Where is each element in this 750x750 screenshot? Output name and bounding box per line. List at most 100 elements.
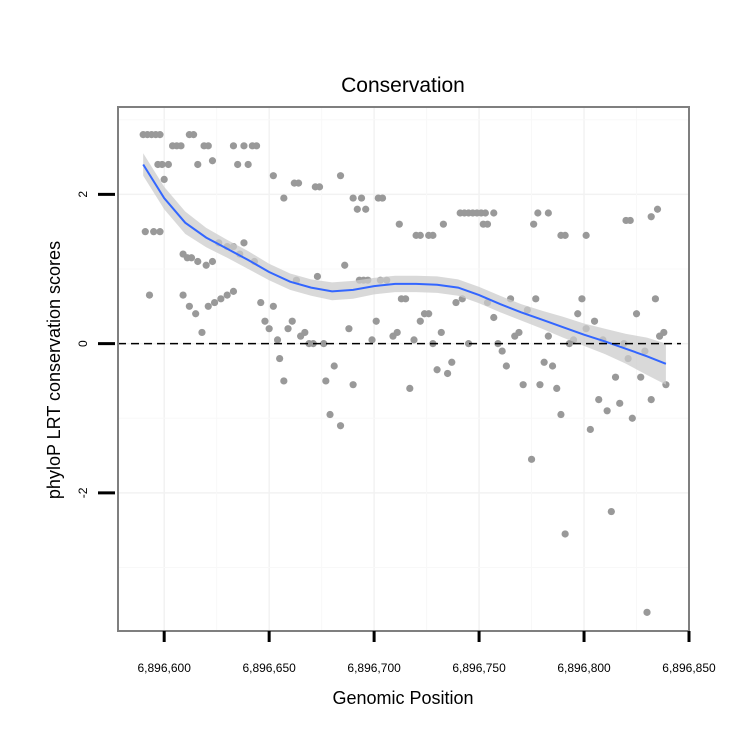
data-point (185, 302, 193, 310)
data-point (372, 317, 380, 325)
data-point (632, 310, 641, 318)
data-point (582, 231, 590, 239)
y-tick-label: 2 (76, 191, 90, 198)
data-point (261, 317, 269, 325)
data-point (223, 291, 231, 299)
data-point (425, 310, 433, 318)
data-point (240, 142, 248, 150)
data-point (204, 142, 212, 150)
data-point (628, 414, 636, 422)
data-point (280, 377, 288, 385)
data-point (265, 325, 273, 333)
data-point (590, 317, 599, 325)
x-axis-label: Genomic Position (332, 688, 473, 708)
data-point (217, 295, 225, 303)
data-point (653, 205, 662, 213)
data-point (651, 295, 660, 303)
data-point (145, 291, 154, 299)
data-point (368, 336, 376, 344)
data-point (616, 399, 624, 407)
data-point (156, 228, 164, 236)
x-tick-label: 6,896,850 (662, 661, 716, 675)
data-point (498, 347, 506, 355)
data-point (150, 228, 158, 236)
data-point (490, 209, 498, 217)
y-tick-label: -2 (76, 487, 90, 498)
data-point (626, 216, 634, 225)
data-point (483, 220, 492, 228)
data-point (210, 298, 219, 307)
data-point (160, 175, 168, 184)
data-point (548, 362, 557, 370)
data-point (357, 194, 366, 202)
data-point (595, 396, 603, 404)
data-point (401, 295, 410, 303)
data-point (187, 254, 196, 262)
data-point (527, 455, 536, 463)
x-tick-label: 6,896,700 (347, 661, 401, 675)
data-point (229, 287, 238, 295)
data-point (416, 231, 424, 239)
data-point (603, 407, 611, 415)
x-tick-label: 6,896,750 (452, 661, 506, 675)
data-point (544, 209, 552, 217)
plot-area: 6,896,600 6,896,650 6,896,700 6,896,750 6,89… (76, 106, 716, 675)
data-point (515, 328, 523, 337)
data-point (464, 340, 473, 348)
data-point (208, 157, 217, 165)
data-point (561, 231, 569, 239)
data-point (611, 373, 620, 381)
data-point (378, 194, 387, 202)
data-point (234, 160, 242, 169)
data-point (313, 272, 322, 281)
data-point (574, 310, 582, 318)
data-point (269, 172, 277, 180)
data-point (189, 131, 198, 139)
data-point (433, 366, 441, 374)
data-point (448, 358, 456, 366)
data-point (439, 220, 447, 228)
data-point (362, 205, 370, 213)
data-point (349, 381, 357, 389)
data-point (437, 328, 445, 337)
data-point (273, 336, 282, 344)
data-point (276, 354, 284, 363)
data-point (294, 179, 303, 187)
data-point (240, 239, 248, 247)
data-point (208, 257, 217, 266)
panel-border (117, 106, 690, 632)
data-point (336, 172, 345, 180)
x-tick-label: 6,896,600 (137, 661, 191, 675)
data-point (164, 160, 172, 169)
y-axis-label: phyloP LRT conservation scores (44, 241, 64, 499)
data-point (341, 261, 349, 269)
data-point (229, 142, 238, 150)
data-point (244, 160, 252, 169)
data-point (586, 425, 594, 434)
data-point (557, 410, 565, 419)
data-point (660, 328, 668, 337)
data-point (349, 194, 357, 202)
data-point (269, 302, 277, 310)
data-point (353, 205, 361, 213)
chart-title: Conservation (341, 74, 465, 97)
data-point (416, 317, 424, 325)
data-point (345, 325, 353, 333)
data-point (553, 384, 561, 393)
data-point (177, 142, 185, 150)
data-point (194, 257, 202, 266)
data-point (280, 194, 288, 202)
data-point (301, 328, 309, 337)
data-point (141, 228, 149, 236)
y-tick-label: 0 (76, 340, 90, 347)
data-point (393, 328, 401, 337)
data-point (519, 381, 527, 389)
data-point (194, 160, 202, 169)
data-point (156, 131, 164, 139)
data-point (647, 213, 655, 221)
data-point (643, 608, 651, 616)
data-point (257, 298, 265, 307)
data-point (452, 298, 460, 307)
data-point (204, 302, 212, 310)
